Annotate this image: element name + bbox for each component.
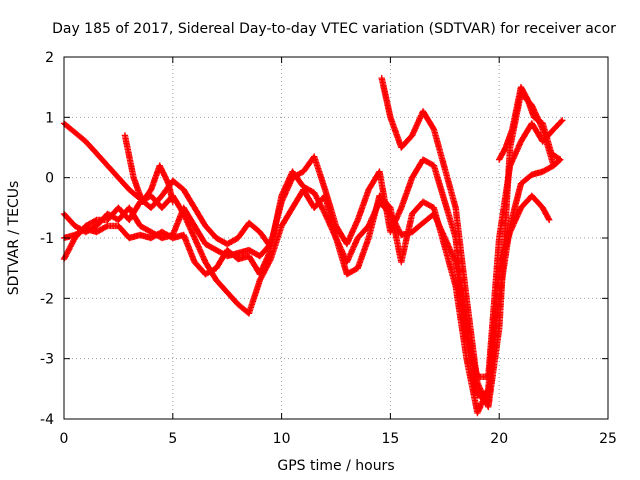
- y-axis-title: SDTVAR / TECUs: [6, 181, 22, 296]
- series-track-g: [496, 84, 564, 163]
- data-marks: [60, 74, 566, 417]
- y-tick-label: 0: [45, 171, 54, 187]
- x-axis-title: GPS time / hours: [277, 458, 394, 474]
- y-tick-label: 2: [45, 50, 54, 66]
- y-tick-label: -1: [40, 231, 54, 247]
- x-tick-label: 5: [168, 431, 177, 447]
- chart-title: Day 185 of 2017, Sidereal Day-to-day VTE…: [52, 21, 616, 37]
- plus-markers: [121, 132, 176, 205]
- y-tick-label: -2: [40, 291, 54, 307]
- x-tick-label: 25: [599, 431, 617, 447]
- y-tick-label: -3: [40, 352, 54, 368]
- plus-markers: [496, 84, 564, 163]
- y-tick-label: -4: [40, 412, 54, 428]
- x-tick-label: 0: [60, 431, 69, 447]
- series-track-f: [121, 132, 176, 205]
- x-tick-label: 15: [381, 431, 399, 447]
- x-tick-label: 10: [273, 431, 291, 447]
- y-tick-label: 1: [45, 110, 54, 126]
- plus-markers: [60, 117, 566, 380]
- x-tick-label: 20: [490, 431, 508, 447]
- ticks: 0 5 10 15 20 25 -4 -3 -2 -1 0 1 2: [40, 50, 617, 447]
- series-track-c: [60, 117, 566, 380]
